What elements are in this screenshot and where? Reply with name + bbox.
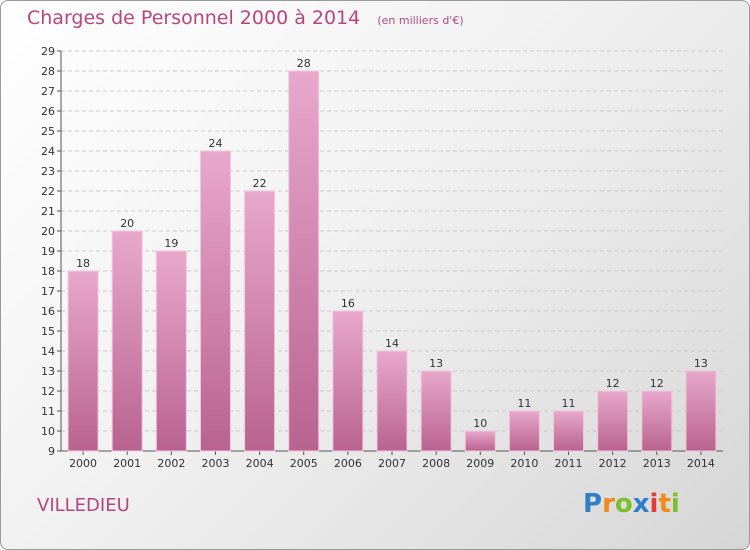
x-tick-label: 2009 [466,457,494,470]
bar [332,310,364,452]
x-tick-label: 2007 [378,457,406,470]
y-tick-label: 10 [41,425,55,438]
bar [464,430,496,452]
y-tick-label: 19 [41,245,55,258]
y-tick-label: 27 [41,85,55,98]
logo-letter: P [583,489,603,519]
data-label: 20 [120,217,134,230]
title-row: Charges de Personnel 2000 à 2014 (en mil… [27,7,464,29]
data-label: 13 [429,357,443,370]
x-tick-label: 2008 [422,457,450,470]
data-label: 13 [694,357,708,370]
bar [376,350,408,452]
x-tick-label: 2000 [69,457,97,470]
y-tick-label: 14 [41,345,55,358]
data-label: 16 [341,297,355,310]
y-tick-label: 29 [41,45,55,58]
bar [244,190,276,452]
data-label: 28 [297,57,311,70]
x-tick-label: 2002 [157,457,185,470]
bar [508,410,540,452]
x-tick-label: 2012 [599,457,627,470]
logo-letter: i [670,489,680,519]
y-tick-label: 25 [41,125,55,138]
y-tick-label: 21 [41,205,55,218]
proxiti-logo: Proxiti [583,489,680,519]
y-tick-label: 26 [41,105,55,118]
bars [67,70,717,452]
y-tick-label: 11 [41,405,55,418]
x-tick-label: 2011 [555,457,583,470]
y-tick-label: 16 [41,305,55,318]
x-tick-label: 2004 [246,457,274,470]
logo-letter: i [649,489,659,519]
bar [597,390,629,452]
logo-letter: r [602,489,615,519]
y-tick-label: 24 [41,145,55,158]
data-label: 14 [385,337,399,350]
bar [199,150,231,452]
x-tick-label: 2013 [643,457,671,470]
bar [553,410,585,452]
data-label: 19 [164,237,178,250]
y-tick-label: 17 [41,285,55,298]
data-label: 18 [76,257,90,270]
labels: 9 10 11 12 13 14 15 16 17 18 19 20 21 22 23 24 25 26 27 28 2… [41,45,715,470]
y-tick-label: 12 [41,385,55,398]
bar [67,270,99,452]
bar [685,370,717,452]
data-label: 11 [562,397,576,410]
logo-letter: o [614,489,633,519]
x-tick-label: 2005 [290,457,318,470]
data-label: 22 [253,177,267,190]
data-label: 12 [650,377,664,390]
y-tick-label: 18 [41,265,55,278]
x-tick-label: 2010 [510,457,538,470]
data-label: 11 [517,397,531,410]
chart-title: Charges de Personnel 2000 à 2014 [27,7,361,29]
y-tick-label: 28 [41,65,55,78]
x-tick-label: 2006 [334,457,362,470]
data-label: 10 [473,417,487,430]
chart-subtitle: (en milliers d'€) [377,14,464,27]
bar [155,250,187,452]
x-tick-label: 2001 [113,457,141,470]
y-tick-label: 23 [41,165,55,178]
bar [420,370,452,452]
bar [111,230,143,452]
data-label: 12 [606,377,620,390]
y-tick-label: 13 [41,365,55,378]
bar [641,390,673,452]
data-label: 24 [208,137,222,150]
logo-letter: t [658,489,671,519]
y-tick-label: 20 [41,225,55,238]
y-tick-label: 9 [48,445,55,458]
y-tick-label: 22 [41,185,55,198]
bar [288,70,320,452]
logo-letter: x [632,489,650,519]
y-tick-label: 15 [41,325,55,338]
x-tick-label: 2014 [687,457,715,470]
x-tick-label: 2003 [201,457,229,470]
place-label: VILLEDIEU [37,495,130,516]
